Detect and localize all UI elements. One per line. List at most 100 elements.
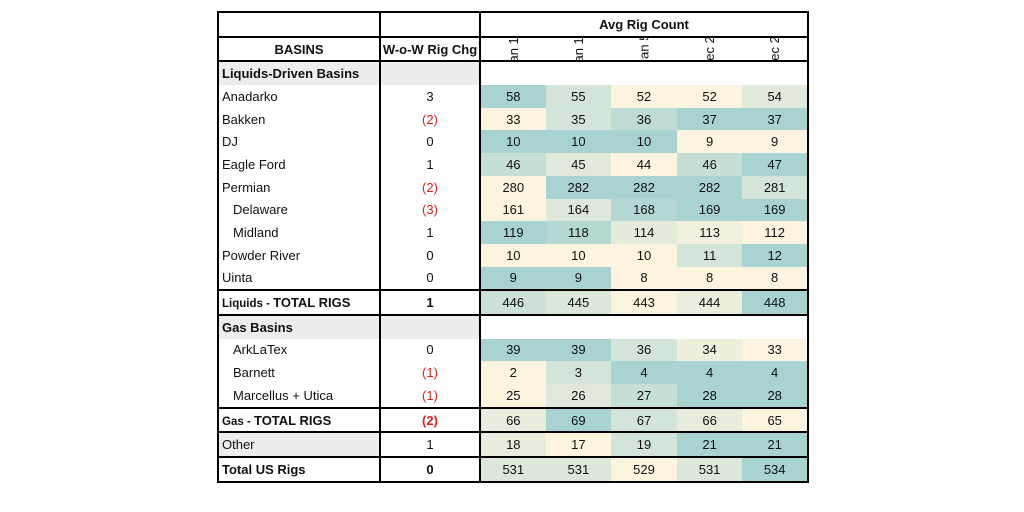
rig-count-cell: 10 bbox=[611, 130, 677, 154]
total-label: Gas - TOTAL RIGS bbox=[217, 406, 381, 434]
total-name: TOTAL RIGS bbox=[273, 295, 351, 311]
rig-count-cell: 10 bbox=[545, 130, 612, 154]
rig-count-cell: 65 bbox=[742, 406, 809, 434]
rig-count-cell: 28 bbox=[742, 384, 809, 408]
table-row: Marcellus + Utica (1) 25 26 27 28 28 bbox=[217, 384, 809, 408]
total-name: TOTAL RIGS bbox=[253, 412, 332, 428]
rig-count-cell: 34 bbox=[676, 338, 743, 362]
rig-count-cell: 9 bbox=[676, 130, 743, 154]
date-header: Dec 22 bbox=[742, 36, 809, 63]
rig-count-cell: 281 bbox=[742, 175, 809, 199]
rig-count-cell: 119 bbox=[480, 221, 546, 244]
table-row: Bakken (2) 33 35 36 37 37 bbox=[217, 107, 809, 131]
other-row: Other 1 18 17 19 21 21 bbox=[217, 432, 809, 458]
table-row: Permian (2) 280 282 282 282 281 bbox=[217, 175, 809, 199]
header-group-row: Avg Rig Count bbox=[217, 11, 809, 38]
rig-count-cell: 282 bbox=[676, 175, 743, 199]
section-blank bbox=[380, 314, 481, 339]
basin-name: DJ bbox=[217, 130, 381, 154]
rig-count-cell: 2 bbox=[480, 361, 546, 384]
basin-name: ArkLaTex bbox=[217, 338, 381, 362]
rig-count-cell: 11 bbox=[676, 243, 743, 267]
basin-name: Bakken bbox=[217, 107, 381, 131]
date-header-label: Dec 29 bbox=[702, 36, 718, 62]
date-header: Dec 29 bbox=[676, 36, 743, 63]
rig-count-cell: 37 bbox=[742, 107, 809, 131]
basin-name: Powder River bbox=[217, 243, 381, 267]
rig-count-cell: 282 bbox=[611, 175, 677, 199]
rig-count-cell: 18 bbox=[480, 432, 546, 458]
wow-change: 0 bbox=[380, 130, 481, 154]
rig-count-table: Avg Rig Count BASINS W-o-W Rig Chg Jan 1… bbox=[217, 11, 809, 483]
wow-change: 1 bbox=[380, 432, 481, 458]
rig-count-cell: 113 bbox=[676, 221, 743, 244]
basin-name: Uinta bbox=[217, 266, 381, 291]
rig-count-cell: 164 bbox=[545, 198, 612, 222]
table-row: Midland 1 119 118 114 113 112 bbox=[217, 221, 809, 244]
date-header-label: Jan 5 bbox=[636, 36, 652, 62]
rig-count-cell: 36 bbox=[611, 338, 677, 362]
wow-change: (1) bbox=[380, 384, 481, 408]
rig-count-cell: 17 bbox=[545, 432, 612, 458]
rig-count-cell: 9 bbox=[742, 130, 809, 154]
table-row: DJ 0 10 10 10 9 9 bbox=[217, 130, 809, 154]
rig-count-cell: 27 bbox=[611, 384, 677, 408]
table-row: Delaware (3) 161 164 168 169 169 bbox=[217, 198, 809, 222]
rig-count-cell: 529 bbox=[611, 456, 677, 483]
rig-count-cell: 114 bbox=[611, 221, 677, 244]
rig-count-cell: 4 bbox=[611, 361, 677, 384]
table-row: Eagle Ford 1 46 45 44 46 47 bbox=[217, 153, 809, 176]
wow-change: 0 bbox=[380, 266, 481, 291]
rig-count-cell: 12 bbox=[742, 243, 809, 267]
rig-count-cell: 531 bbox=[676, 456, 743, 483]
rig-count-cell: 531 bbox=[545, 456, 612, 483]
rig-count-cell: 47 bbox=[742, 153, 809, 176]
wow-change-header: W-o-W Rig Chg bbox=[380, 36, 481, 63]
header-row: BASINS W-o-W Rig Chg Jan 19 Jan 12 Jan 5… bbox=[217, 36, 809, 63]
basin-name: Delaware bbox=[217, 198, 381, 222]
rig-count-cell: 54 bbox=[742, 85, 809, 108]
basin-name: Anadarko bbox=[217, 85, 381, 108]
basin-name: Barnett bbox=[217, 361, 381, 384]
rig-count-cell: 52 bbox=[611, 85, 677, 108]
rig-count-cell: 10 bbox=[611, 243, 677, 267]
rig-count-cell: 67 bbox=[611, 406, 677, 434]
table-row: Powder River 0 10 10 10 11 12 bbox=[217, 243, 809, 267]
rig-count-cell: 282 bbox=[545, 175, 612, 199]
rig-count-cell: 58 bbox=[480, 85, 546, 108]
rig-count-cell: 444 bbox=[676, 289, 743, 316]
rig-count-cell: 448 bbox=[742, 289, 809, 316]
total-row: Gas - TOTAL RIGS (2) 66 69 67 66 65 bbox=[217, 406, 809, 434]
rig-count-cell: 4 bbox=[742, 361, 809, 384]
rig-count-cell: 169 bbox=[742, 198, 809, 222]
rig-count-cell: 534 bbox=[742, 456, 809, 483]
basin-name: Eagle Ford bbox=[217, 153, 381, 176]
header-blank-wow bbox=[380, 11, 481, 38]
basin-name: Other bbox=[217, 432, 381, 458]
rig-count-cell: 9 bbox=[480, 266, 546, 291]
rig-count-cell: 443 bbox=[611, 289, 677, 316]
wow-change: (3) bbox=[380, 198, 481, 222]
rig-count-cell: 168 bbox=[611, 198, 677, 222]
rig-count-cell: 25 bbox=[480, 384, 546, 408]
wow-change: 1 bbox=[380, 289, 481, 316]
wow-change: (2) bbox=[380, 175, 481, 199]
section-title: Liquids-Driven Basins bbox=[217, 61, 381, 86]
total-prefix: Gas bbox=[222, 415, 244, 428]
wow-change: 3 bbox=[380, 85, 481, 108]
basin-name: Permian bbox=[217, 175, 381, 199]
section-row: Liquids-Driven Basins bbox=[217, 61, 809, 86]
header-blank-basins bbox=[217, 11, 381, 38]
rig-count-cell: 44 bbox=[611, 153, 677, 176]
rig-count-cell: 69 bbox=[545, 406, 612, 434]
date-header: Jan 12 bbox=[545, 36, 612, 63]
basin-name: Marcellus + Utica bbox=[217, 384, 381, 408]
rig-count-cell: 3 bbox=[545, 361, 612, 384]
rig-count-cell: 161 bbox=[480, 198, 546, 222]
rig-count-cell: 66 bbox=[480, 406, 546, 434]
rig-count-cell: 446 bbox=[480, 289, 546, 316]
rig-count-cell: 8 bbox=[676, 266, 743, 291]
rig-count-cell: 35 bbox=[545, 107, 612, 131]
table-row: Barnett (1) 2 3 4 4 4 bbox=[217, 361, 809, 384]
basin-name: Midland bbox=[217, 221, 381, 244]
